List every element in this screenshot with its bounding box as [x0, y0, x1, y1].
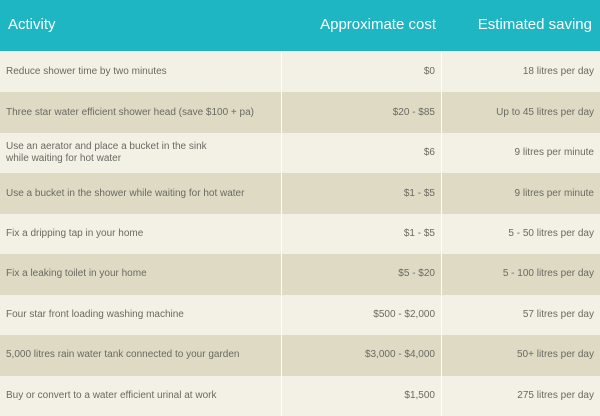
header-cost: Approximate cost: [320, 16, 436, 34]
table-row: 5,000 litres rain water tank connected t…: [0, 335, 600, 376]
activity-cell: Fix a dripping tap in your home: [0, 213, 282, 255]
cost-cell: $5 - $20: [282, 254, 442, 295]
table-row: Buy or convert to a water efficient urin…: [0, 375, 600, 416]
table-row: Four star front loading washing machine …: [0, 294, 600, 336]
activity-cell: 5,000 litres rain water tank connected t…: [0, 335, 282, 376]
cost-cell: $1 - $5: [282, 213, 442, 255]
saving-cell: 9 litres per minute: [514, 147, 594, 159]
cost-cell: $1 - $5: [282, 173, 442, 214]
activity-cell: Reduce shower time by two minutes: [0, 51, 282, 93]
activity-cell: Four star front loading washing machine: [0, 294, 282, 336]
cost-cell: $0: [282, 51, 442, 93]
saving-cell: 5 - 50 litres per day: [508, 227, 594, 239]
table-row: Reduce shower time by two minutes $0 18 …: [0, 51, 600, 93]
activity-cell: Use an aerator and place a bucket in the…: [0, 132, 282, 174]
saving-cell: 5 - 100 litres per day: [502, 268, 594, 280]
activity-cell: Fix a leaking toilet in your home: [0, 254, 282, 295]
header-saving: Estimated saving: [477, 16, 592, 34]
cost-cell: $20 - $85: [282, 92, 442, 133]
saving-cell: Up to 45 litres per day: [496, 106, 594, 118]
table-row: Three star water efficient shower head (…: [0, 92, 600, 133]
saving-cell: 18 litres per day: [522, 66, 594, 78]
saving-cell: 50+ litres per day: [517, 349, 594, 361]
header-activity: Activity: [8, 16, 56, 34]
table-row: Use a bucket in the shower while waiting…: [0, 173, 600, 214]
cost-cell: $6: [282, 132, 442, 174]
cost-cell: $500 - $2,000: [282, 294, 442, 336]
cost-cell: $3,000 - $4,000: [282, 335, 442, 376]
saving-cell: 57 litres per day: [522, 308, 594, 320]
activity-cell: Buy or convert to a water efficient urin…: [0, 375, 282, 416]
activity-cell: Three star water efficient shower head (…: [0, 92, 282, 133]
activity-cell: Use a bucket in the shower while waiting…: [0, 173, 282, 214]
cost-cell: $1,500: [282, 375, 442, 416]
table-row: Use an aerator and place a bucket in the…: [0, 132, 600, 174]
header-divider: [0, 50, 600, 52]
table-row: Fix a dripping tap in your home $1 - $5 …: [0, 213, 600, 255]
saving-cell: 9 litres per minute: [514, 187, 594, 199]
saving-cell: 275 litres per day: [517, 389, 594, 401]
table-row: Fix a leaking toilet in your home $5 - $…: [0, 254, 600, 295]
table-header: Activity Approximate cost Estimated savi…: [0, 0, 600, 51]
